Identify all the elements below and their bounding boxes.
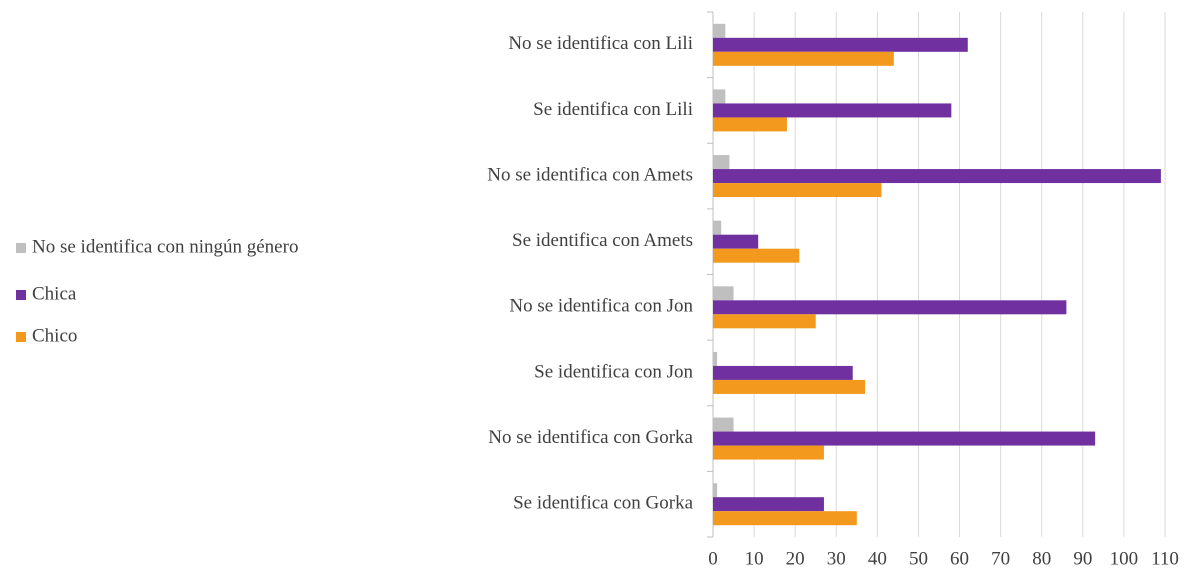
legend-label: Chica (32, 283, 77, 304)
bar (713, 445, 824, 460)
legend-swatch (16, 290, 26, 300)
bar (713, 23, 726, 38)
y-tick-label: No se identifica con Lili (508, 33, 693, 54)
x-tick-label: 30 (827, 548, 846, 569)
x-tick-label: 50 (909, 548, 928, 569)
x-tick-label: 0 (708, 548, 718, 569)
bar (713, 365, 853, 380)
legend-swatch (16, 332, 26, 342)
y-tick-label: No se identifica con Gorka (488, 427, 693, 448)
x-tick-label: 100 (1110, 548, 1139, 569)
x-tick-label: 80 (1032, 548, 1051, 569)
bar (713, 286, 734, 301)
bar (713, 220, 722, 235)
bar (713, 379, 866, 394)
bar (713, 37, 968, 52)
bar (713, 431, 1096, 446)
x-tick-label: 10 (745, 548, 764, 569)
x-tick-label: 70 (991, 548, 1010, 569)
legend-label: No se identifica con ningún género (32, 236, 298, 257)
bar (713, 417, 734, 432)
bar (713, 183, 882, 198)
legend-label: Chico (32, 325, 77, 346)
bar (713, 169, 1161, 184)
legend-swatch (16, 243, 26, 253)
bar (713, 155, 730, 170)
y-tick-label: Se identifica con Amets (512, 230, 693, 251)
bar (713, 248, 800, 263)
y-tick-label: Se identifica con Jon (534, 361, 693, 382)
bar (713, 511, 857, 526)
bar (713, 351, 718, 366)
y-tick-label: No se identifica con Jon (509, 296, 693, 317)
bar (713, 89, 726, 104)
x-tick-label: 90 (1073, 548, 1092, 569)
x-tick-label: 40 (868, 548, 887, 569)
x-tick-label: 20 (786, 548, 805, 569)
bar (713, 234, 759, 249)
bar (713, 300, 1067, 315)
x-tick-label: 110 (1151, 548, 1179, 569)
bar (713, 314, 816, 329)
x-tick-label: 60 (950, 548, 969, 569)
y-tick-label: Se identifica con Lili (533, 99, 693, 120)
y-tick-label: No se identifica con Amets (487, 164, 693, 185)
bar (713, 483, 718, 498)
bar (713, 51, 894, 66)
bar (713, 117, 787, 132)
y-tick-label: Se identifica con Gorka (513, 493, 693, 514)
bar (713, 497, 824, 512)
bar (713, 103, 952, 118)
